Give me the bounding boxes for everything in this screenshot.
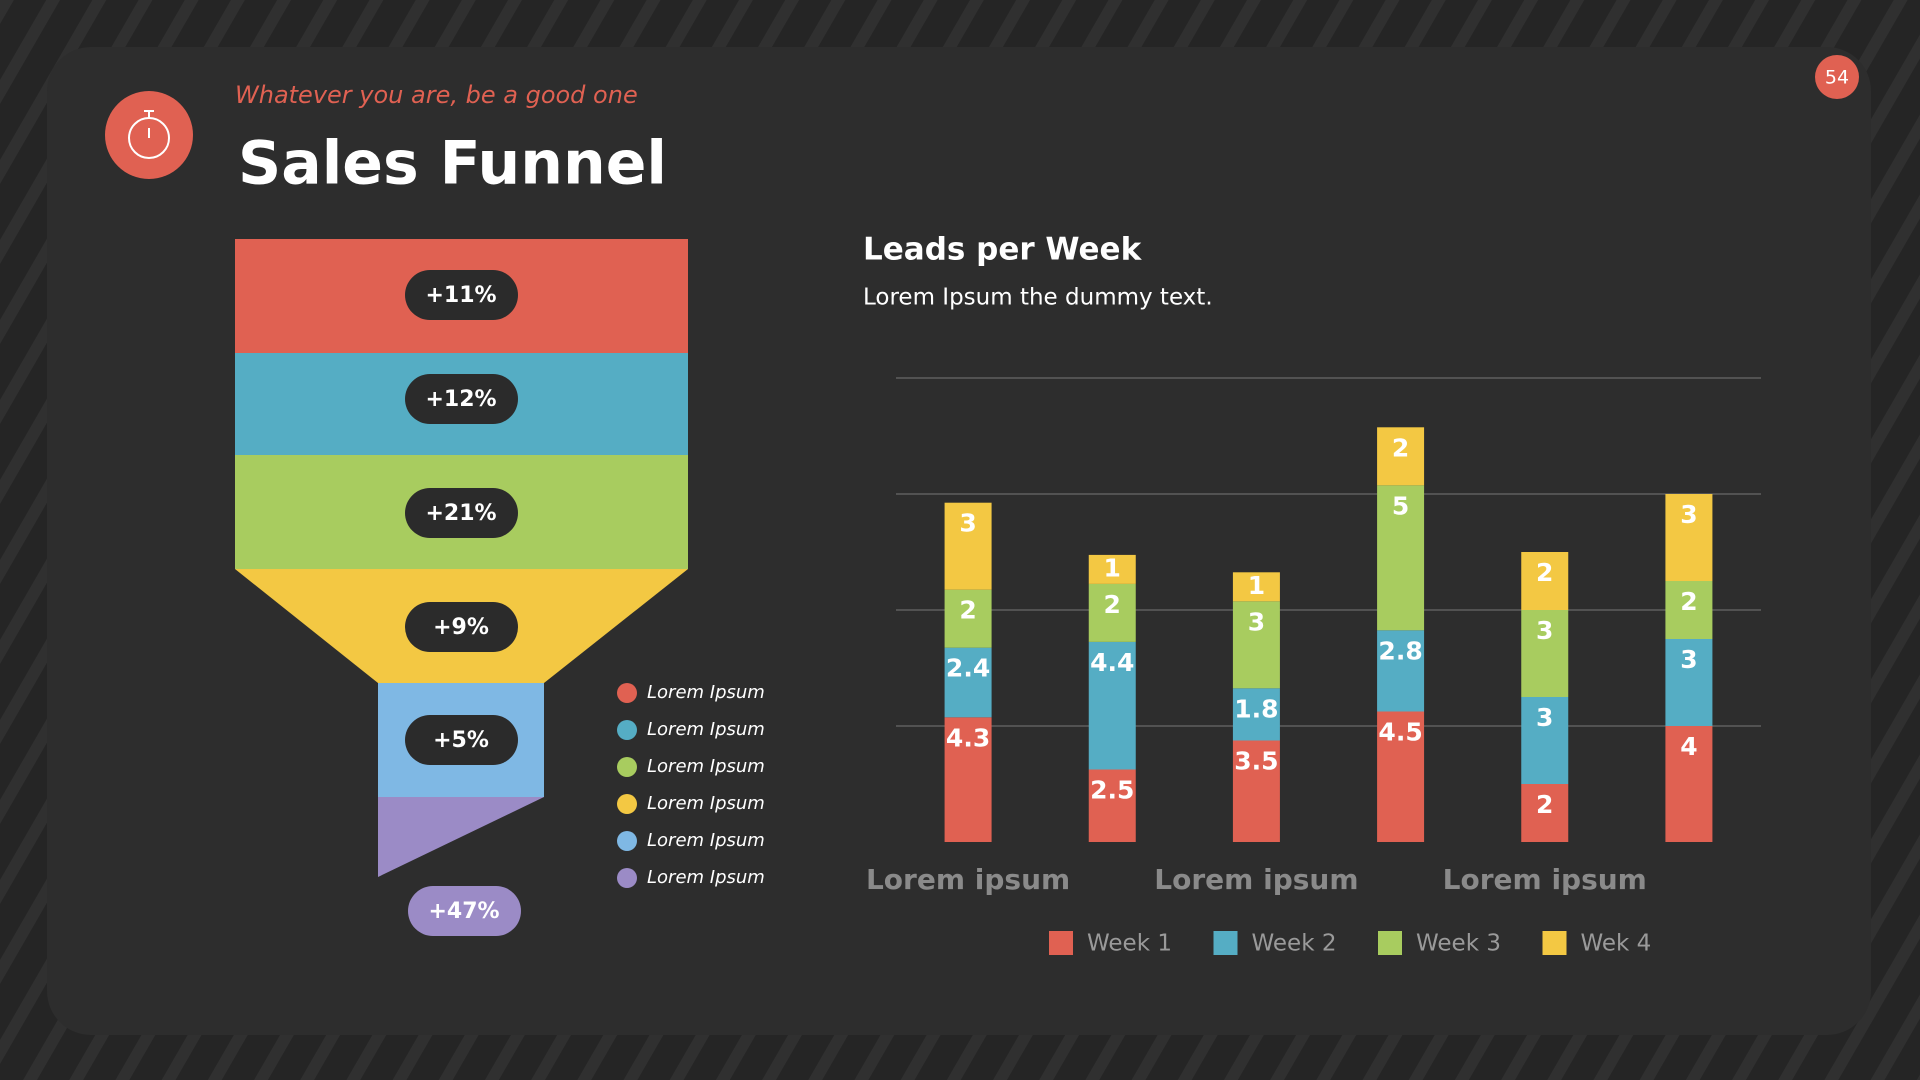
legend-dot (617, 794, 637, 814)
legend-swatch (1542, 931, 1567, 955)
chart-subtitle: Lorem Ipsum the dummy text. (863, 285, 1213, 311)
funnel-pill (408, 886, 521, 936)
icon (105, 91, 193, 179)
bar-segment (944, 717, 992, 842)
value-label: 4 (1680, 732, 1697, 761)
value-label: 4.4 (1090, 648, 1134, 677)
bar-segment (1088, 583, 1136, 642)
value-label: 2 (1104, 590, 1121, 619)
legend-dot (617, 868, 637, 888)
value-label: 3 (959, 509, 976, 538)
bar-segment (1232, 740, 1280, 842)
value-label: 1 (1104, 553, 1121, 582)
bar-segment (1088, 641, 1136, 770)
funnel-label: +21% (425, 501, 496, 526)
bar-segment (1521, 697, 1569, 784)
value-label: 2 (1536, 558, 1553, 587)
bar-segment (944, 502, 992, 590)
legend-label: Lorem Ipsum (647, 830, 765, 851)
funnel: +11% +12% +21% +9% +5% +47% Lorem Ipsum Lorem I… (235, 239, 765, 936)
legend-label: Wek 4 (1581, 931, 1652, 957)
value-label: 4.5 (1378, 718, 1422, 747)
bar-segment (1521, 610, 1569, 697)
bar-segment (1232, 688, 1280, 741)
bar-segment (1665, 639, 1713, 726)
value-label: 3.5 (1234, 747, 1278, 776)
legend-label: Lorem Ipsum (647, 793, 765, 814)
subtitle: Whatever you are, be a good one (235, 81, 638, 109)
legend-label: Week 3 (1416, 931, 1501, 957)
bar-segment (1665, 581, 1713, 639)
legend-label: Lorem Ipsum (647, 867, 765, 888)
value-label: 2.4 (946, 654, 990, 683)
bar-segment (944, 647, 992, 718)
bar-segment (944, 589, 992, 648)
funnel-label: +12% (425, 387, 496, 412)
bar-segment (1232, 572, 1280, 602)
value-label: 2 (959, 596, 976, 625)
x-tick-label: Lorem ipsum (1443, 863, 1647, 896)
value-label: 3 (1248, 607, 1265, 636)
legend-dot (617, 757, 637, 777)
funnel-pill (405, 270, 518, 320)
bar-segment (1377, 427, 1425, 486)
bar-segment (1088, 769, 1136, 842)
legend-dot (617, 720, 637, 740)
legend-swatch (1049, 931, 1073, 955)
legend-label: Week 2 (1252, 931, 1337, 957)
bar-segment (1665, 494, 1713, 581)
value-label: 2 (1536, 790, 1553, 819)
bar-segment (1521, 784, 1569, 842)
value-label: 3 (1680, 500, 1697, 529)
bar-segment (1665, 726, 1713, 842)
funnel-pill (405, 488, 518, 538)
bar-segment (1232, 601, 1280, 689)
funnel-label: +47% (428, 899, 499, 924)
value-label: 2 (1680, 587, 1697, 616)
value-label: 2.5 (1090, 776, 1134, 805)
legend-swatch (1378, 931, 1402, 955)
funnel-label: +5% (433, 728, 489, 753)
legend-label: Lorem Ipsum (647, 719, 765, 740)
chart-title: Leads per Week (863, 232, 1143, 268)
funnel-pill (405, 374, 518, 424)
legend-dot (617, 831, 637, 851)
value-label: 5 (1392, 491, 1409, 520)
funnel-label: +11% (425, 283, 496, 308)
bar-segment (1377, 711, 1425, 842)
funnel-pill (405, 602, 518, 652)
x-tick-label: Lorem ipsum (866, 863, 1070, 896)
value-label: 3 (1536, 616, 1553, 645)
legend-swatch (1213, 931, 1238, 955)
bar-segment (1521, 552, 1569, 610)
legend-dot (617, 683, 637, 703)
value-label: 3 (1680, 645, 1697, 674)
legend-label: Lorem Ipsum (647, 756, 765, 777)
x-tick-label: Lorem ipsum (1154, 863, 1358, 896)
value-label: 4.3 (946, 723, 990, 752)
value-label: 2 (1392, 433, 1409, 462)
value-label: 2.8 (1378, 636, 1422, 665)
value-label: 1.8 (1234, 694, 1278, 723)
funnel-stage (378, 797, 544, 877)
bar-chart: 4.3 2.4 2 3 Lorem ipsum 2.5 4.4 2 1 3.5 1.8 3 1 Lorem… (866, 377, 1761, 957)
bar-segment (1377, 630, 1425, 712)
title: Sales Funnel (238, 129, 667, 199)
value-label: 1 (1248, 571, 1265, 600)
value-label: 3 (1536, 703, 1553, 732)
funnel-pill (405, 715, 518, 765)
funnel-label: +9% (433, 615, 489, 640)
legend-label: Week 1 (1087, 931, 1172, 957)
legend-label: Lorem Ipsum (647, 682, 765, 703)
page-number: 54 (1825, 67, 1849, 89)
bar-segment (1088, 554, 1136, 584)
page-badge (1815, 55, 1859, 99)
bar-segment (1377, 485, 1425, 631)
